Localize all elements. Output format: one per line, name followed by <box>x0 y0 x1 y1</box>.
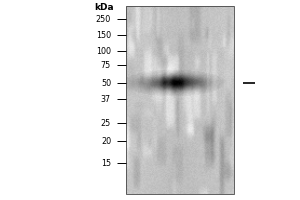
Text: 20: 20 <box>101 136 111 146</box>
Text: 250: 250 <box>96 15 111 23</box>
Text: 100: 100 <box>96 46 111 55</box>
Text: 75: 75 <box>101 60 111 70</box>
Text: 50: 50 <box>101 78 111 88</box>
Text: 37: 37 <box>101 95 111 104</box>
Text: 15: 15 <box>101 158 111 167</box>
Text: 150: 150 <box>96 30 111 40</box>
Bar <box>126 6 234 194</box>
Text: 25: 25 <box>101 118 111 128</box>
Text: kDa: kDa <box>94 2 114 11</box>
